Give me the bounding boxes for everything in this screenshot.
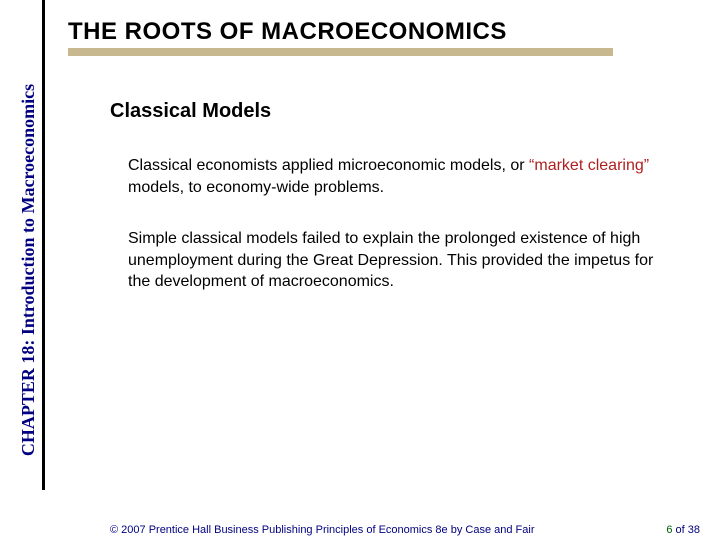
para1-pre: Classical economists applied microeconom…	[128, 157, 529, 174]
paragraph-2: Simple classical models failed to explai…	[128, 228, 670, 293]
chapter-sidebar-label: CHAPTER 18: Introduction to Macroeconomi…	[18, 84, 39, 456]
footer-page: 6 of 38	[666, 524, 700, 536]
paragraph-1: Classical economists applied microeconom…	[128, 155, 670, 198]
para1-highlight: “market clearing”	[529, 157, 649, 174]
content-area: Classical Models Classical economists ap…	[110, 100, 670, 323]
footer-page-total: 38	[688, 524, 700, 536]
footer-copyright: © 2007 Prentice Hall Business Publishing…	[110, 524, 534, 536]
para1-post: models, to economy-wide problems.	[128, 179, 384, 196]
title-area: THE ROOTS OF MACROECONOMICS	[68, 18, 688, 56]
title-underline	[68, 48, 613, 56]
footer-page-sep: of	[672, 524, 687, 536]
vertical-divider	[42, 0, 45, 490]
subheading: Classical Models	[110, 100, 670, 123]
page-title: THE ROOTS OF MACROECONOMICS	[68, 18, 688, 46]
